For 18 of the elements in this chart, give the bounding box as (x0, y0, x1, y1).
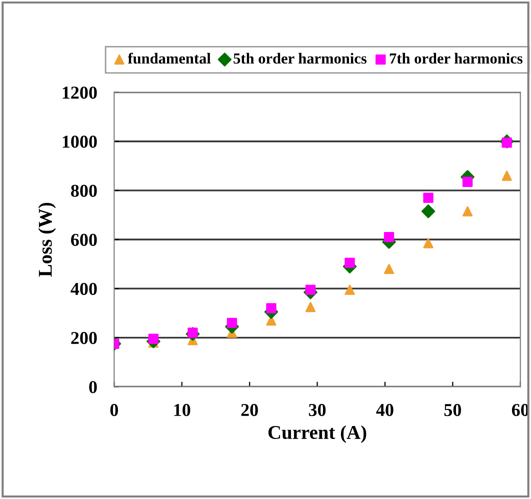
x-tick-label: 30 (308, 404, 326, 416)
y-tick-label: 600 (71, 234, 97, 246)
y-tick-label: 1000 (62, 136, 97, 148)
y-tick-label: 800 (71, 184, 97, 197)
y-tick-label: 0 (89, 380, 97, 394)
legend-label: 7th order harmonics (390, 52, 522, 64)
x-tick-label: 40 (376, 404, 394, 416)
legend-label: fundamental (128, 52, 211, 64)
x-tick-label: 10 (174, 404, 190, 416)
x-tick-label: 0 (110, 404, 118, 416)
y-axis-title: Loss (W) (38, 202, 56, 277)
x-tick-label: 20 (241, 404, 258, 416)
x-tick-label: 50 (444, 404, 462, 416)
y-tick-label: 1200 (62, 86, 97, 99)
x-axis-title: Current (A) (268, 425, 366, 443)
y-tick-label: 200 (71, 332, 97, 344)
y-tick-label: 400 (70, 282, 97, 296)
legend-label: 5th order harmonics (234, 52, 367, 64)
